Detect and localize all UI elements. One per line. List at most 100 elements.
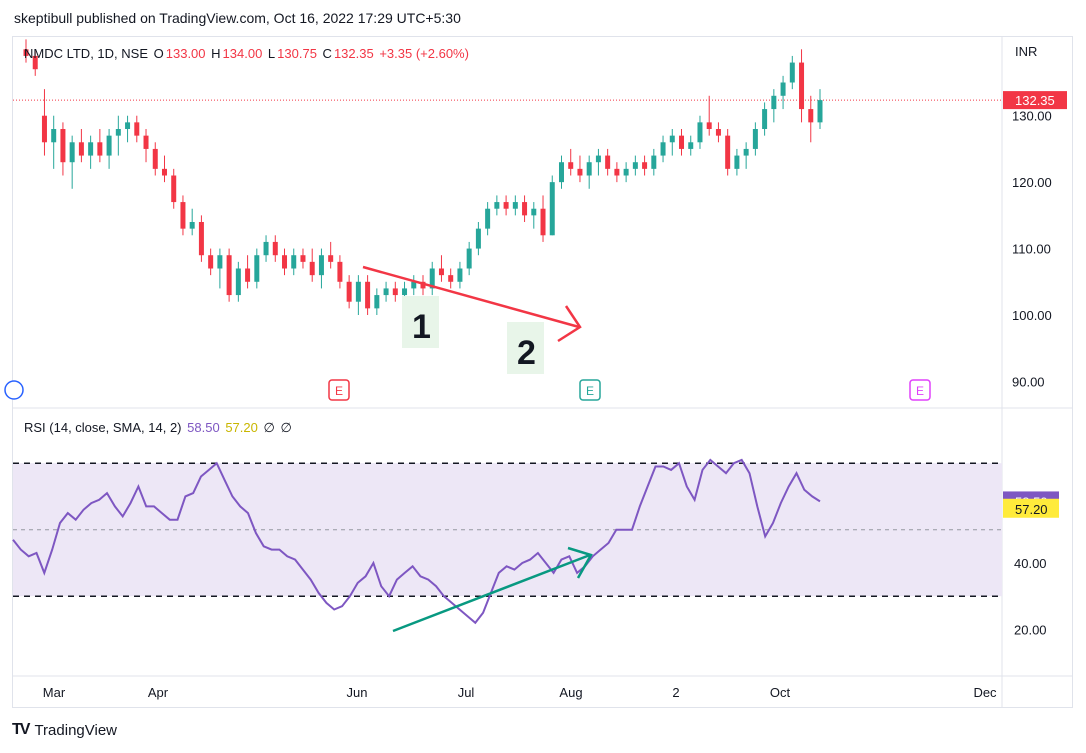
earnings-marker-label: E xyxy=(586,384,594,398)
time-axis-tick: Aug xyxy=(559,685,582,700)
candle-body xyxy=(623,168,629,176)
candle-body xyxy=(143,135,149,149)
axes: 130.00120.00110.00100.0090.00INR132.3540… xyxy=(43,44,1067,700)
last-price-badge-text: 132.35 xyxy=(1015,93,1055,108)
candle-body xyxy=(51,129,57,143)
candle-body xyxy=(106,135,112,156)
earnings-marker-box xyxy=(909,379,931,401)
candle-body xyxy=(402,288,408,296)
candle-body xyxy=(337,261,343,282)
time-axis-tick: Jul xyxy=(458,685,475,700)
candle-body xyxy=(365,281,371,309)
earnings-marker-label: E xyxy=(335,384,343,398)
candle-body xyxy=(808,109,814,123)
candle-body xyxy=(614,168,620,176)
price-axis-tick: 130.00 xyxy=(1012,109,1052,124)
candle-body xyxy=(558,162,564,183)
last-price-badge xyxy=(1003,91,1067,110)
rsi-trend-arrow xyxy=(392,553,591,633)
candle-body xyxy=(291,255,297,269)
candle-body xyxy=(549,182,555,236)
earnings-marker-icon: E xyxy=(328,379,350,401)
candle-body xyxy=(429,268,435,289)
candle-body xyxy=(540,208,546,236)
price-axis-tick: 110.00 xyxy=(1012,242,1051,257)
candle-body xyxy=(762,109,768,129)
candle-body xyxy=(475,228,481,249)
open-label: O xyxy=(153,46,164,61)
rsi-axis-tick: 40.00 xyxy=(1014,556,1047,571)
candle-body xyxy=(743,148,749,156)
rsi-trend-arrowhead xyxy=(567,546,593,579)
dividend-marker-icon xyxy=(4,380,24,400)
candle-body xyxy=(522,202,528,216)
candle-body xyxy=(457,268,463,282)
footer-brand: TradingView xyxy=(34,721,117,739)
candle-body xyxy=(494,202,500,209)
candle-body xyxy=(660,142,666,156)
candle-body xyxy=(448,275,454,282)
rsi-axis-tick: 20.00 xyxy=(1014,622,1047,637)
sma-value-badge xyxy=(1003,498,1059,518)
candle-body xyxy=(180,202,186,229)
low-label: L xyxy=(267,46,276,61)
price-legend: NMDC LTD, 1D, NSE O 133.00 H 134.00 L 130.7… xyxy=(24,46,471,61)
time-axis-tick: Jun xyxy=(347,685,368,700)
sma-legend-value: 57.20 xyxy=(225,420,258,435)
rsi-band-group xyxy=(13,462,1002,597)
candle-body xyxy=(771,95,777,110)
rsi-title: RSI (14, close, SMA, 14, 2) xyxy=(24,420,182,435)
candle-body xyxy=(125,122,131,129)
candle-body xyxy=(734,155,740,169)
candle-body xyxy=(725,135,731,169)
candle-body xyxy=(355,281,361,302)
candle-body xyxy=(235,268,241,296)
candle-body xyxy=(78,142,84,156)
candle-body xyxy=(300,255,306,262)
annotation-label: 2 xyxy=(517,334,536,372)
candle-body xyxy=(392,288,398,296)
candle-body xyxy=(586,162,592,176)
candle-body xyxy=(115,129,121,136)
candle-body xyxy=(60,129,66,163)
candle-body xyxy=(697,122,703,143)
candle-body xyxy=(605,155,611,169)
candle-body xyxy=(134,122,140,136)
candle-body xyxy=(383,288,389,296)
close-value: 132.35 xyxy=(333,46,374,61)
close-label: C xyxy=(322,46,332,61)
candle-body xyxy=(651,155,657,169)
chart-frame[interactable] xyxy=(12,36,1073,708)
earnings-marker-box xyxy=(579,379,601,401)
rsi-line-group xyxy=(12,458,821,625)
candle-body xyxy=(152,148,158,169)
price-candles xyxy=(23,39,823,315)
rsi-line xyxy=(12,458,821,625)
candle-body xyxy=(69,142,75,163)
candle-body xyxy=(411,281,417,289)
candle-body xyxy=(568,162,574,169)
time-axis-tick: Apr xyxy=(148,685,169,700)
currency-label: INR xyxy=(1015,44,1037,59)
candle-body xyxy=(688,142,694,149)
price-trend-arrow xyxy=(362,265,580,329)
symbol-label: NMDC LTD, 1D, NSE xyxy=(24,46,148,61)
footer: TV TradingView xyxy=(12,721,117,739)
open-value: 133.00 xyxy=(165,46,206,61)
candle-body xyxy=(577,168,583,176)
candle-body xyxy=(245,268,251,282)
price-axis-tick: 100.00 xyxy=(1012,308,1052,323)
candle-body xyxy=(226,255,232,296)
candle-body xyxy=(272,241,278,256)
candle-body xyxy=(706,122,712,129)
annotation-label: 1 xyxy=(412,308,431,346)
time-axis-tick: 2 xyxy=(672,685,679,700)
candle-body xyxy=(595,155,601,163)
candle-body xyxy=(466,248,472,269)
candle-body xyxy=(752,129,758,149)
price-axis-tick: 90.00 xyxy=(1012,374,1045,389)
candle-body xyxy=(217,255,223,269)
candle-body xyxy=(346,281,352,302)
price-axis-tick: 120.00 xyxy=(1012,175,1052,190)
